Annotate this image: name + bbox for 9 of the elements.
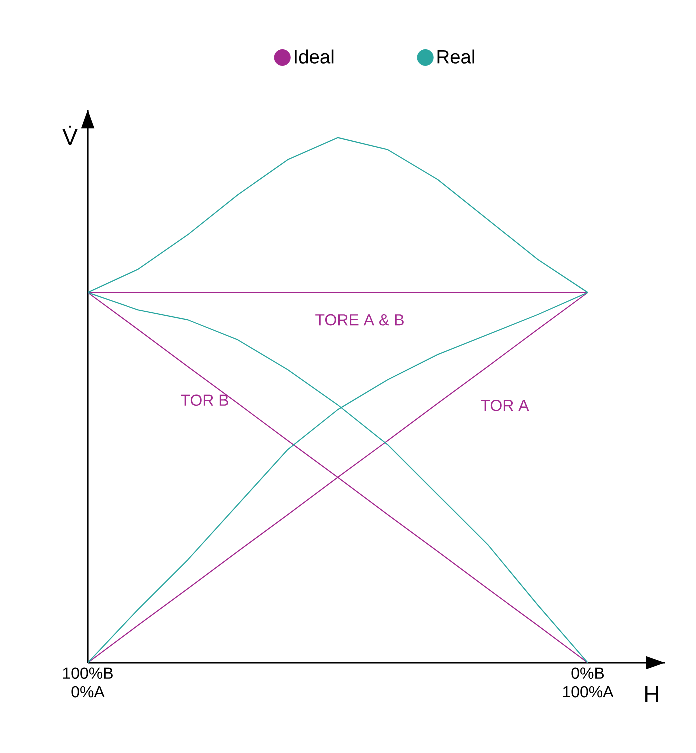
y-axis-title: V̇ [62,126,78,146]
annotation: TOR B [181,394,228,406]
x-tick-label: 100%B 0%A [63,668,113,698]
x-tick-label: 0%B 100%A [563,668,614,698]
x-axis-title: H [646,686,658,702]
legend-label: Real [438,50,474,64]
annotation: TORE A & B [316,314,404,326]
annotation: TOR A [481,400,530,412]
legend-label: Ideal [295,50,334,64]
